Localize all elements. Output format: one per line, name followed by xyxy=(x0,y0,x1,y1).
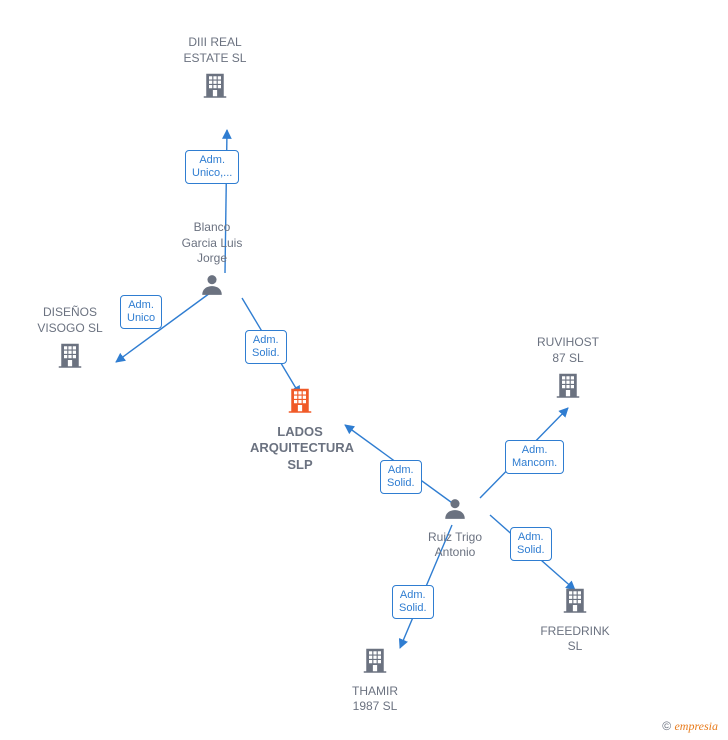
edge-label-blanco-diii: Adm.Unico,... xyxy=(185,150,239,184)
brand-name: empresia xyxy=(674,719,718,733)
node-ruiz[interactable]: Ruiz TrigoAntonio xyxy=(405,495,505,561)
node-label: DIII REALESTATE SL xyxy=(165,35,265,66)
edge-label-ruiz-ruvihost: Adm.Mancom. xyxy=(505,440,564,474)
footer: © empresia xyxy=(662,719,718,734)
node-label: LADOSARQUITECTURASLP xyxy=(250,424,350,475)
node-freedrink[interactable]: FREEDRINKSL xyxy=(525,585,625,655)
company-icon xyxy=(553,389,583,403)
node-visogo[interactable]: DISEÑOSVISOGO SL xyxy=(20,305,120,375)
company-icon xyxy=(55,359,85,373)
edge-label-blanco-visogo: Adm.Unico xyxy=(120,295,162,329)
edge-label-blanco-lados: Adm.Solid. xyxy=(245,330,287,364)
node-thamir[interactable]: THAMIR1987 SL xyxy=(325,645,425,715)
edge-label-ruiz-freedrink: Adm.Solid. xyxy=(510,527,552,561)
node-ruvihost[interactable]: RUVIHOST87 SL xyxy=(518,335,618,405)
company-icon xyxy=(360,664,390,678)
node-label: FREEDRINKSL xyxy=(525,624,625,655)
node-label: BlancoGarcia LuisJorge xyxy=(162,220,262,267)
edge-label-ruiz-thamir: Adm.Solid. xyxy=(392,585,434,619)
person-icon xyxy=(199,286,225,300)
node-label: THAMIR1987 SL xyxy=(325,684,425,715)
node-label: DISEÑOSVISOGO SL xyxy=(20,305,120,336)
node-label: RUVIHOST87 SL xyxy=(518,335,618,366)
person-icon xyxy=(442,510,468,524)
node-lados[interactable]: LADOSARQUITECTURASLP xyxy=(250,385,350,474)
company-icon xyxy=(200,89,230,103)
node-diii[interactable]: DIII REALESTATE SL xyxy=(165,35,265,105)
copyright-symbol: © xyxy=(662,719,671,733)
node-label: Ruiz TrigoAntonio xyxy=(405,530,505,561)
company-icon xyxy=(560,604,590,618)
edge-label-ruiz-lados: Adm.Solid. xyxy=(380,460,422,494)
node-blanco[interactable]: BlancoGarcia LuisJorge xyxy=(162,220,262,301)
company-icon xyxy=(285,404,315,418)
